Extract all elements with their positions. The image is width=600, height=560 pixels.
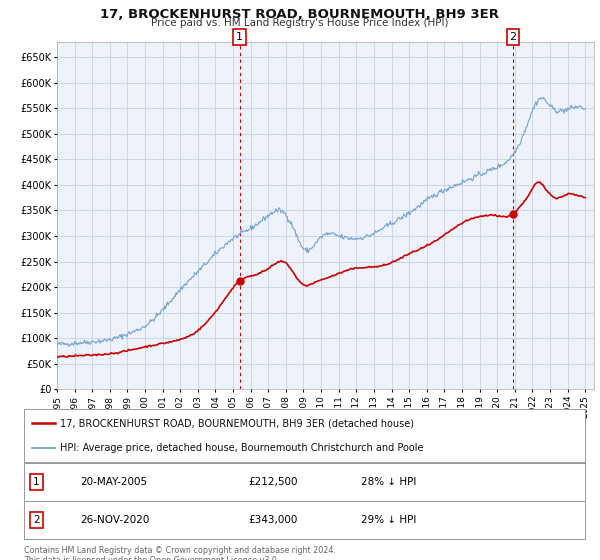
Text: HPI: Average price, detached house, Bournemouth Christchurch and Poole: HPI: Average price, detached house, Bour…: [61, 442, 424, 452]
Text: Contains HM Land Registry data © Crown copyright and database right 2024.
This d: Contains HM Land Registry data © Crown c…: [24, 546, 336, 560]
Text: 1: 1: [33, 477, 40, 487]
Text: £343,000: £343,000: [248, 515, 298, 525]
Text: 17, BROCKENHURST ROAD, BOURNEMOUTH, BH9 3ER (detached house): 17, BROCKENHURST ROAD, BOURNEMOUTH, BH9 …: [61, 418, 415, 428]
Text: 28% ↓ HPI: 28% ↓ HPI: [361, 477, 416, 487]
Text: £212,500: £212,500: [248, 477, 298, 487]
Text: 20-MAY-2005: 20-MAY-2005: [80, 477, 147, 487]
Text: 29% ↓ HPI: 29% ↓ HPI: [361, 515, 416, 525]
Text: 2: 2: [33, 515, 40, 525]
Text: 2: 2: [509, 32, 517, 42]
Text: 26-NOV-2020: 26-NOV-2020: [80, 515, 149, 525]
Text: Price paid vs. HM Land Registry's House Price Index (HPI): Price paid vs. HM Land Registry's House …: [151, 18, 449, 28]
Text: 1: 1: [236, 32, 243, 42]
Text: 17, BROCKENHURST ROAD, BOURNEMOUTH, BH9 3ER: 17, BROCKENHURST ROAD, BOURNEMOUTH, BH9 …: [101, 8, 499, 21]
